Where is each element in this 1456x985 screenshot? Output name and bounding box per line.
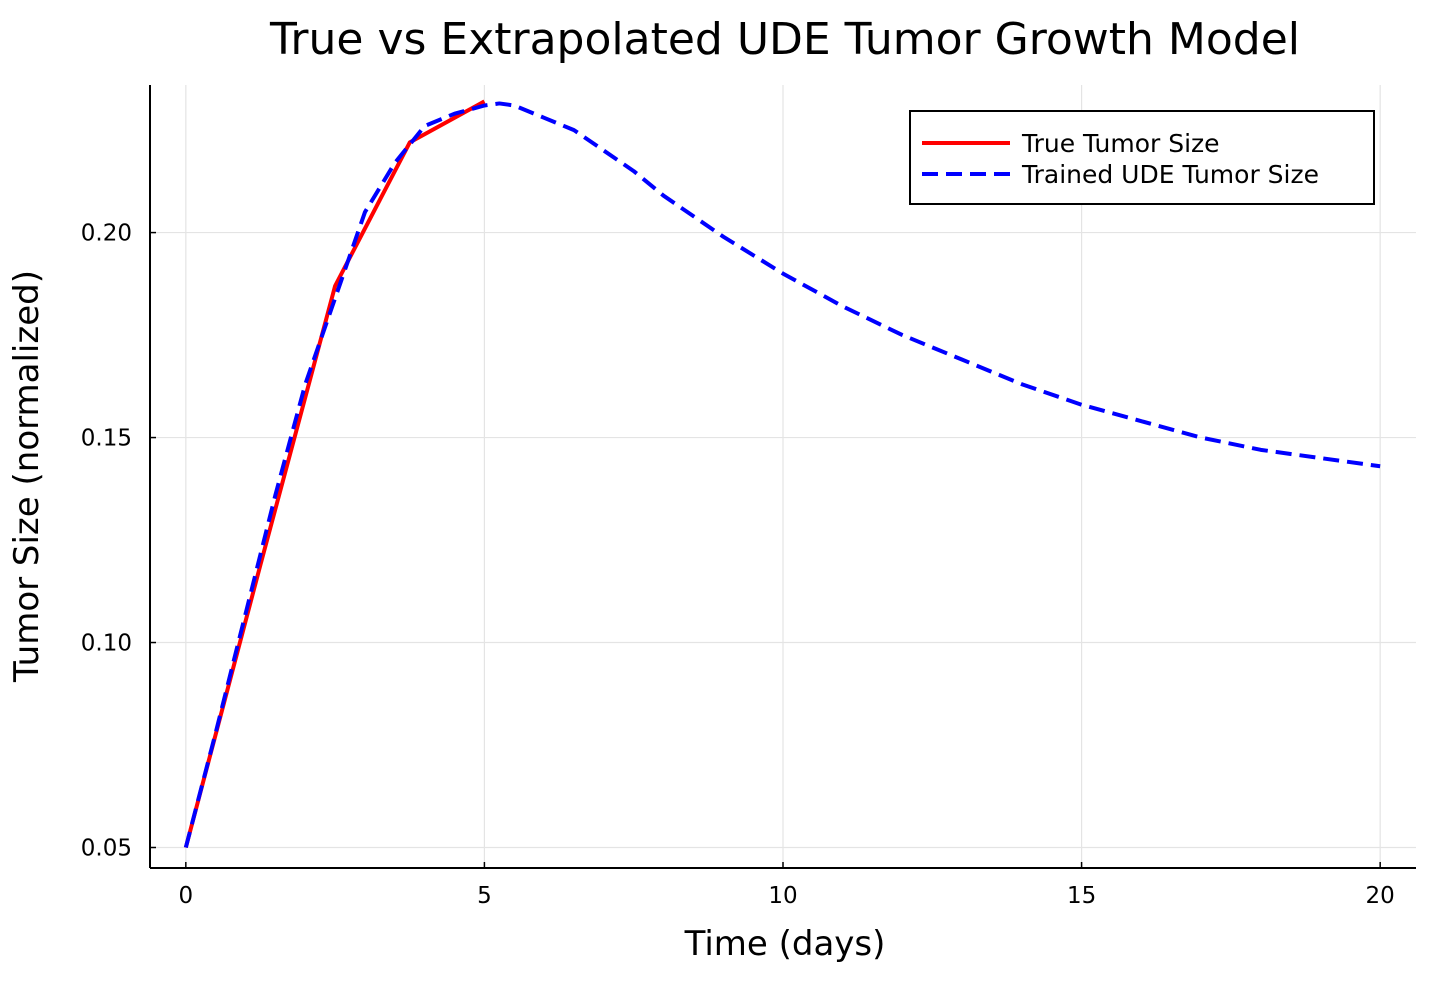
- x-axis-label: Time (days): [684, 924, 886, 964]
- series-line-ude: [183, 101, 1381, 849]
- legend-label-ude: Trained UDE Tumor Size: [1021, 160, 1319, 189]
- chart-title: True vs Extrapolated UDE Tumor Growth Mo…: [269, 14, 1300, 65]
- y-tick-label: 0.10: [81, 631, 132, 657]
- series-layer: [183, 99, 1381, 849]
- legend-label-true: True Tumor Size: [1021, 129, 1220, 158]
- legend-box: [909, 110, 1375, 205]
- y-tick-label: 0.05: [81, 836, 132, 862]
- legend: True Tumor Size Trained UDE Tumor Size: [909, 110, 1375, 205]
- tick-labels: 0 5 10 15 20 0.05 0.10 0.15 0.20: [81, 221, 1395, 909]
- y-axis-label: Tumor Size (normalized): [7, 270, 47, 683]
- y-tick-label: 0.15: [81, 426, 132, 452]
- x-tick-label: 0: [179, 883, 194, 909]
- y-tick-label: 0.20: [81, 221, 132, 247]
- x-tick-label: 15: [1067, 883, 1096, 909]
- x-tick-label: 5: [477, 883, 492, 909]
- series-line-true: [183, 99, 486, 849]
- x-tick-label: 20: [1366, 883, 1395, 909]
- grid: [150, 85, 1416, 868]
- x-tick-label: 10: [768, 883, 797, 909]
